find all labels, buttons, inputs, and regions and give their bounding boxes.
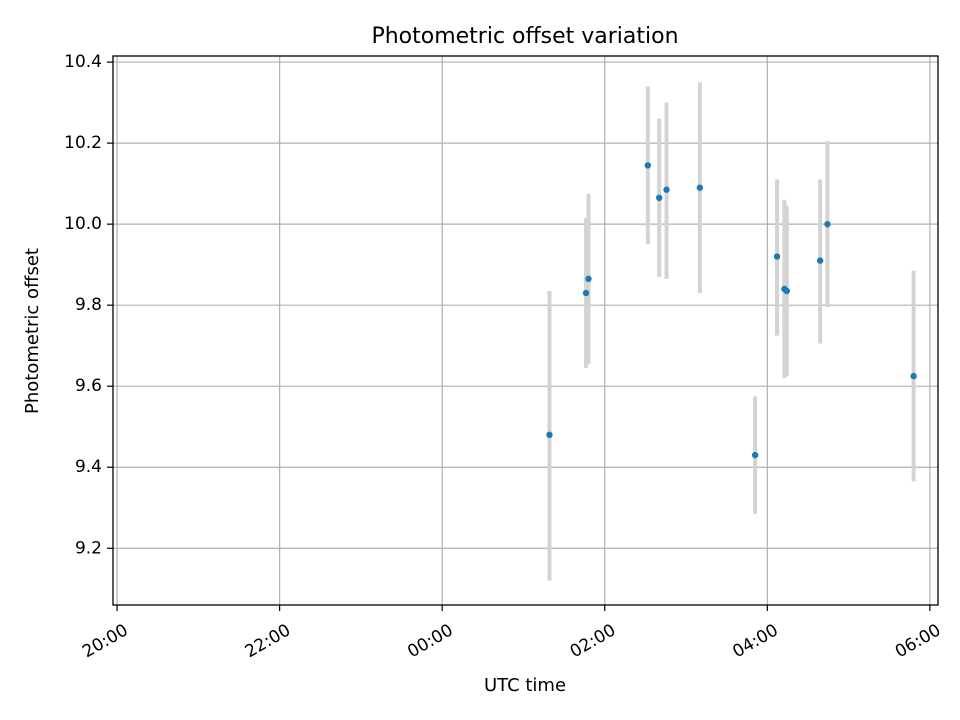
data-point bbox=[644, 162, 652, 169]
y-tick-label: 9.6 bbox=[75, 376, 102, 396]
y-axis-label: Photometric offset bbox=[22, 248, 43, 414]
y-tick-label: 9.8 bbox=[75, 295, 102, 315]
y-tick-label: 9.4 bbox=[75, 457, 102, 477]
data-point bbox=[546, 431, 553, 439]
y-tick-label: 10.0 bbox=[64, 214, 102, 234]
y-axis-ticks: 9.2 9.4 9.6 9.8 10.0 10.2 10.4 bbox=[64, 52, 113, 558]
data-point bbox=[751, 451, 759, 459]
data-point bbox=[910, 372, 917, 380]
y-tick-label: 9.2 bbox=[75, 538, 102, 558]
data-point bbox=[663, 186, 670, 193]
data-point bbox=[783, 287, 791, 295]
y-tick-label: 10.4 bbox=[64, 52, 102, 72]
data-point bbox=[656, 194, 663, 202]
x-axis-label: UTC time bbox=[484, 675, 566, 696]
data-point bbox=[773, 253, 781, 260]
data-point bbox=[582, 289, 590, 297]
data-point bbox=[816, 257, 824, 264]
data-point bbox=[824, 220, 831, 228]
data-points bbox=[546, 162, 917, 459]
y-tick-label: 10.2 bbox=[64, 133, 102, 153]
grid bbox=[113, 56, 938, 605]
data-point bbox=[696, 184, 704, 191]
data-point bbox=[585, 275, 592, 283]
plot-frame bbox=[112, 55, 939, 606]
chart-title: Photometric offset variation bbox=[371, 24, 678, 49]
